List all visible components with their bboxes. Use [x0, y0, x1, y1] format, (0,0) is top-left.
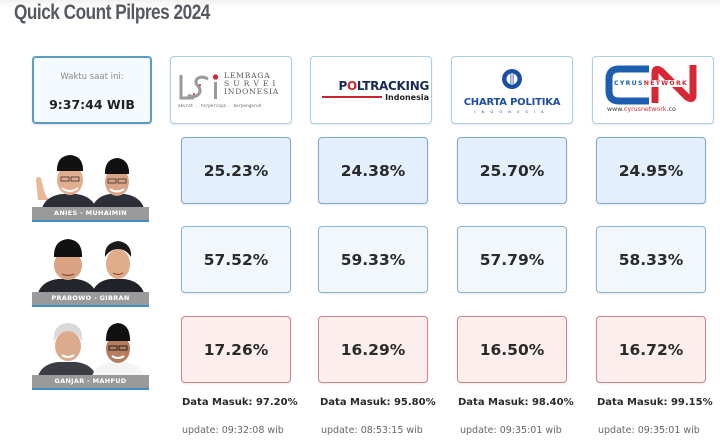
result-ganjar-charta: 16.50%: [457, 316, 567, 383]
cyrus-logo-url: www.cyrusnetwork.co: [607, 106, 676, 113]
poltracking-logo: POLTRACKING Indonesia: [313, 79, 429, 102]
pollster-logo-poltracking[interactable]: POLTRACKING Indonesia: [310, 56, 432, 124]
candidate-photo-prabowo-gibran: [38, 239, 144, 293]
lsi-line-1: LEMBAGA: [224, 71, 271, 80]
candidate-label: PRABOWO - GIBRAN: [32, 292, 149, 305]
result-prabowo-lsi: 57.52%: [181, 226, 291, 293]
poltracking-logo-sub: Indonesia: [385, 92, 429, 102]
candidate-photo-anies-muhaimin: [36, 155, 144, 208]
lsi-line-3: INDONESIA: [224, 87, 280, 96]
data-masuk-charta: Data Masuk: 98.40%: [458, 397, 574, 408]
result-ganjar-cyrus: 16.72%: [596, 316, 706, 383]
pollster-logo-cyrus-network[interactable]: CYRUSNETWORK www.cyrusnetwork.co: [592, 56, 714, 124]
current-time-box: Waktu saat ini: 9:37:44 WIB: [32, 56, 152, 124]
data-masuk-poltracking: Data Masuk: 95.80%: [320, 397, 436, 408]
cyrus-network-logo: CYRUSNETWORK www.cyrusnetwork.co: [603, 63, 703, 117]
update-time-poltracking: update: 08:53:15 wib: [321, 425, 423, 436]
candidate-label: ANIES - MUHAIMIN: [32, 207, 149, 220]
result-prabowo-cyrus: 58.33%: [596, 226, 706, 293]
result-prabowo-poltracking: 59.33%: [318, 226, 428, 293]
poltracking-logo-main: POLTRACKING: [338, 78, 429, 93]
result-ganjar-poltracking: 16.29%: [318, 316, 428, 383]
candidate-label-underline: [32, 220, 149, 222]
candidate-label-underline: [32, 388, 149, 390]
current-time-label: Waktu saat ini:: [60, 72, 124, 82]
data-masuk-cyrus: Data Masuk: 99.15%: [597, 397, 713, 408]
top-bar: [0, 0, 720, 8]
candidate-pair-ganjar-mahfud: GANJAR - MAHFUD: [32, 318, 149, 390]
candidate-photo-ganjar-mahfud: [38, 323, 144, 376]
pollster-logo-lsi[interactable]: LEMBAGA S U R V E I INDONESIA akurat . t…: [170, 56, 292, 124]
lsi-tagline: akurat . terpercaya . berpengaruh: [178, 103, 262, 108]
current-time-value: 9:37:44 WIB: [49, 97, 135, 112]
lsi-mark-icon: [179, 74, 219, 100]
result-anies-charta: 25.70%: [457, 137, 567, 204]
cyrus-logo-word: CYRUSNETWORK: [613, 80, 690, 87]
update-time-lsi: update: 09:32:08 wib: [182, 425, 284, 436]
update-time-charta: update: 09:35:01 wib: [460, 425, 562, 436]
candidate-pair-prabowo-gibran: PRABOWO - GIBRAN: [32, 235, 149, 307]
page-title: Quick Count Pilpres 2024: [14, 1, 210, 24]
result-anies-lsi: 25.23%: [181, 137, 291, 204]
charta-logo-sub: INDONESIA: [474, 108, 550, 114]
candidate-label: GANJAR - MAHFUD: [32, 375, 149, 388]
data-masuk-lsi: Data Masuk: 97.20%: [182, 397, 298, 408]
charta-mark-icon: [501, 68, 522, 89]
result-ganjar-lsi: 17.26%: [181, 316, 291, 383]
lsi-line-2: S U R V E I: [224, 79, 277, 88]
charta-logo-main: CHARTA POLITIKA: [463, 96, 561, 108]
result-anies-poltracking: 24.38%: [318, 137, 428, 204]
result-prabowo-charta: 57.79%: [457, 226, 567, 293]
candidate-label-underline: [32, 305, 149, 307]
poltracking-red-line: [322, 96, 383, 98]
result-anies-cyrus: 24.95%: [596, 137, 706, 204]
pollster-logo-charta-politika[interactable]: CHARTA POLITIKA INDONESIA: [451, 56, 573, 124]
candidate-pair-anies-muhaimin: ANIES - MUHAIMIN: [32, 150, 149, 222]
update-time-cyrus: update: 09:35:01 wib: [598, 425, 700, 436]
charta-politika-logo: CHARTA POLITIKA INDONESIA: [463, 67, 561, 114]
lsi-logo: LEMBAGA S U R V E I INDONESIA akurat . t…: [176, 68, 286, 112]
